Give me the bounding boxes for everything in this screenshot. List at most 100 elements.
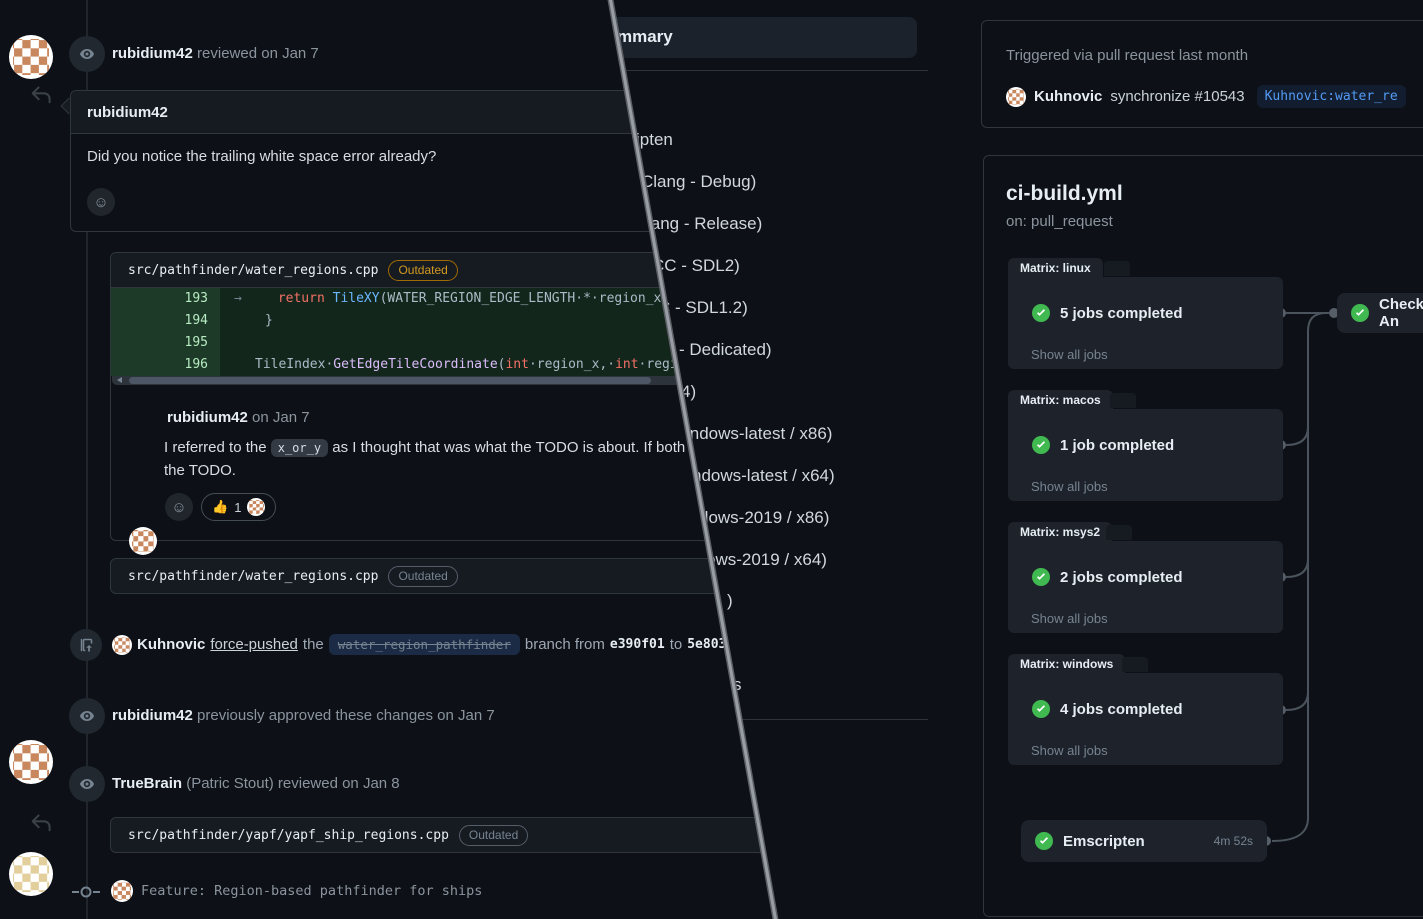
job-node-check-annotations[interactable]: Check An [1337, 293, 1423, 333]
add-reaction-button[interactable]: ☺ [87, 188, 115, 216]
matrix-tab-notch [1122, 657, 1148, 672]
show-all-jobs-link[interactable]: Show all jobs [1031, 347, 1108, 362]
commit-message[interactable]: Feature: Region-based pathfinder for shi… [141, 883, 483, 899]
review-event: rubidium42 reviewed on Jan 7 [112, 45, 319, 62]
eye-review-icon [69, 698, 105, 734]
job-status-text: 2 jobs completed [1060, 568, 1183, 586]
check-success-icon [1035, 832, 1053, 850]
job-node-label: Emscripten [1063, 832, 1145, 850]
trigger-actor-row: Kuhnovic synchronize #10543 Kuhnovic:wat… [1006, 85, 1406, 108]
matrix-card[interactable]: 5 jobs completed Show all jobs [1008, 277, 1283, 369]
inline-code-chip: x_or_y [270, 439, 329, 457]
avatar[interactable] [129, 527, 157, 555]
approved-meta: previously approved these changes on Jan… [197, 707, 495, 724]
matrix-tab-label: Matrix: msys2 [1008, 522, 1113, 542]
check-success-icon [1032, 304, 1050, 322]
matrix-tab-notch [1110, 393, 1136, 408]
workflow-name: ci-build.yml [1006, 182, 1123, 205]
review-event: TrueBrain (Patric Stout) reviewed on Jan… [112, 775, 400, 792]
avatar[interactable] [9, 740, 53, 784]
check-success-icon [1032, 700, 1050, 718]
job-status-text: 4 jobs completed [1060, 700, 1183, 718]
job-node-emscripten[interactable]: Emscripten 4m 52s [1021, 820, 1267, 862]
review-meta: (Patric Stout) reviewed on Jan 8 [186, 775, 400, 792]
outdated-badge: Outdated [388, 565, 458, 587]
thumbs-up-icon: 👍 [212, 499, 229, 514]
show-all-jobs-link[interactable]: Show all jobs [1031, 611, 1108, 626]
matrix-tab-notch [1104, 261, 1130, 276]
thumbs-up-reaction[interactable]: 👍 1 [201, 493, 277, 521]
reactor-avatar[interactable] [247, 498, 266, 516]
commit-row: Feature: Region-based pathfinder for shi… [111, 880, 482, 902]
thread-comment-line2: the TODO. [164, 462, 236, 479]
file-path[interactable]: src/pathfinder/water_regions.cpp [128, 262, 379, 278]
show-all-jobs-link[interactable]: Show all jobs [1031, 479, 1108, 494]
smiley-icon: ☺ [93, 193, 109, 211]
indent-arrow: → [234, 291, 242, 306]
force-pushed-link[interactable]: force-pushed [210, 636, 298, 653]
check-success-icon [1032, 436, 1050, 454]
outdated-badge: Outdated [458, 824, 529, 846]
check-success-icon [1351, 304, 1369, 322]
avatar[interactable] [1006, 86, 1026, 107]
reviewer-name[interactable]: rubidium42 [112, 707, 193, 724]
approved-event: rubidium42 previously approved these cha… [112, 707, 495, 724]
commit-sha-from[interactable]: e390f01 [609, 637, 665, 652]
matrix-card[interactable]: 1 job completed Show all jobs [1008, 409, 1283, 501]
avatar[interactable] [9, 852, 53, 896]
comment-date: on Jan 7 [252, 409, 310, 426]
job-node-label: Check An [1379, 296, 1423, 330]
commenter-name[interactable]: rubidium42 [167, 409, 248, 426]
reply-arrow-icon [31, 814, 51, 832]
matrix-card[interactable]: 4 jobs completed Show all jobs [1008, 673, 1283, 765]
avatar[interactable] [112, 634, 132, 655]
trigger-card: Triggered via pull request last month Ku… [981, 20, 1423, 128]
trigger-event: synchronize #10543 [1110, 88, 1245, 105]
matrix-tab-label: Matrix: linux [1008, 258, 1103, 278]
reply-arrow-icon [31, 86, 51, 104]
branch-badge[interactable]: Kuhnovic:water_re [1256, 85, 1406, 108]
line-number: 193 [111, 288, 220, 310]
comment-body: Did you notice the trailing white space … [87, 148, 437, 165]
scrollbar-thumb[interactable] [129, 377, 651, 384]
matrix-tab-notch [1106, 525, 1132, 540]
branch-chip-deleted[interactable]: water_region_pathfinder [328, 634, 520, 655]
actor-name[interactable]: Kuhnovic [1034, 88, 1103, 105]
review-meta: reviewed on Jan 7 [197, 45, 319, 62]
smiley-icon: ☺ [171, 498, 187, 516]
matrix-tab-label: Matrix: windows [1008, 654, 1126, 674]
horizontal-scrollbar[interactable] [112, 376, 776, 385]
workflow-trigger: on: pull_request [1006, 213, 1113, 230]
file-path[interactable]: src/pathfinder/yapf/yapf_ship_regions.cp… [128, 827, 449, 843]
avatar[interactable] [9, 35, 53, 79]
scroll-left-arrow[interactable] [117, 377, 122, 383]
line-number: 196 [111, 354, 220, 376]
reaction-row: ☺ 👍 1 [165, 493, 277, 521]
job-status-text: 5 jobs completed [1060, 304, 1183, 322]
reviewer-name[interactable]: TrueBrain [112, 775, 183, 792]
line-number: 194 [111, 310, 220, 332]
eye-review-icon [69, 766, 105, 802]
job-status-text: 1 job completed [1060, 436, 1175, 454]
force-push-event: Kuhnovic force-pushed the water_region_p… [112, 634, 770, 655]
add-reaction-button[interactable]: ☺ [165, 493, 193, 521]
check-success-icon [1032, 568, 1050, 586]
trigger-text: Triggered via pull request last month [1006, 47, 1249, 64]
show-all-jobs-link[interactable]: Show all jobs [1031, 743, 1108, 758]
thread-comment-line1: I referred to the x_or_y as I thought th… [164, 439, 698, 457]
reaction-count: 1 [234, 499, 242, 515]
thread-comment-header: rubidium42 on Jan 7 [167, 409, 310, 426]
commit-icon [72, 886, 100, 898]
pusher-name[interactable]: Kuhnovic [137, 636, 206, 653]
timeline-rail [86, 0, 88, 919]
matrix-card[interactable]: 2 jobs completed Show all jobs [1008, 541, 1283, 633]
job-duration: 4m 52s [1213, 834, 1253, 848]
avatar[interactable] [111, 880, 133, 902]
outdated-badge: Outdated [388, 259, 458, 281]
reviewer-name[interactable]: rubidium42 [112, 45, 193, 62]
matrix-tab-label: Matrix: macos [1008, 390, 1113, 410]
file-path[interactable]: src/pathfinder/water_regions.cpp [128, 568, 379, 584]
line-number: 195 [111, 332, 220, 354]
eye-review-icon [69, 36, 105, 72]
